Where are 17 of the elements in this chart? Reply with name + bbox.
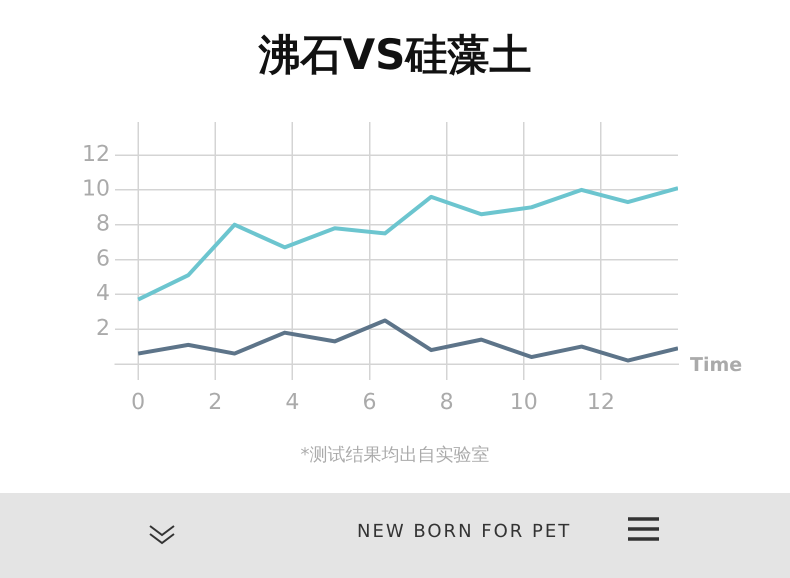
x-tick-label: 4 — [285, 390, 300, 415]
text: *测试结果均出自实验室 — [300, 444, 490, 466]
x-tick-label: 0 — [131, 390, 146, 415]
y-tick-label: 8 — [96, 211, 110, 236]
y-tick-label: 2 — [96, 316, 110, 341]
y-tick-label: 6 — [96, 246, 110, 272]
x-axis-title: Time — [690, 354, 742, 376]
y-tick-label: 12 — [82, 142, 110, 167]
x-tick-label: 8 — [440, 390, 454, 415]
x-tick-label: 2 — [208, 390, 222, 415]
x-tick-label: 10 — [510, 390, 538, 415]
x-tick-label: 12 — [586, 390, 615, 415]
chart-title: 沸石VS硅藻土 — [258, 30, 532, 79]
x-tick-label: 6 — [362, 390, 377, 415]
y-tick-label: 10 — [82, 176, 110, 202]
y-tick-label: 4 — [96, 281, 110, 306]
text: NEW BORN FOR PET — [357, 521, 572, 542]
